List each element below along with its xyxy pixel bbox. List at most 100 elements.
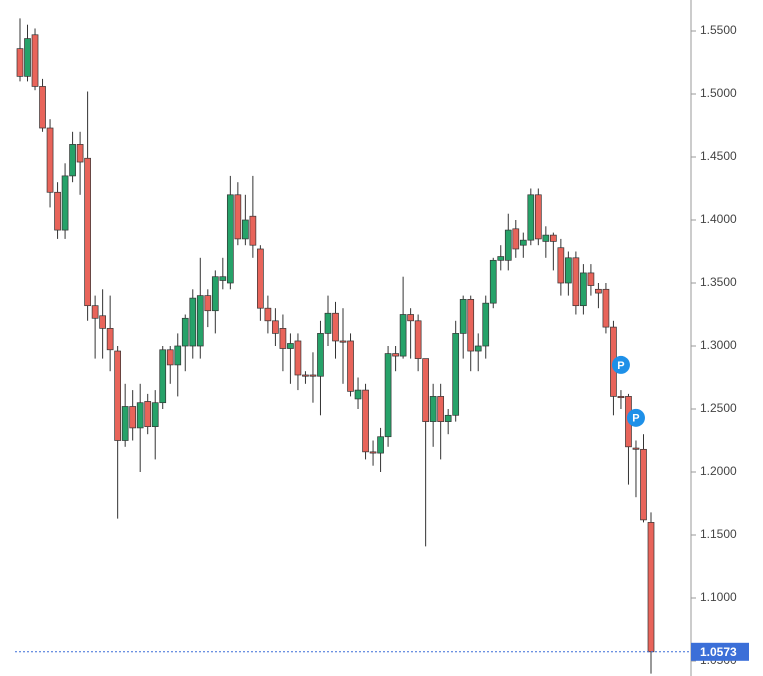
- y-tick-label: 1.2500: [700, 401, 737, 415]
- candle-body: [399, 314, 407, 357]
- candle-body: [31, 34, 39, 87]
- y-tick-label: 1.5500: [700, 23, 737, 37]
- candle-body: [384, 353, 392, 438]
- candle-body: [414, 320, 422, 359]
- candle-body: [632, 447, 640, 450]
- last-price-box: [691, 642, 749, 661]
- candle-body: [565, 257, 572, 284]
- candle-body: [242, 219, 249, 240]
- candle-body: [580, 272, 587, 307]
- annotation-label: P: [632, 413, 639, 425]
- candle-body: [339, 340, 347, 343]
- candle-body: [452, 333, 460, 416]
- candle-body: [437, 396, 445, 422]
- candle-body: [144, 401, 152, 427]
- candle-body: [264, 307, 272, 322]
- candle-body: [151, 402, 159, 427]
- candle-body: [640, 448, 647, 521]
- candle-body: [106, 328, 114, 351]
- last-price-label: 1.0573: [700, 645, 737, 659]
- candle-body: [347, 340, 354, 392]
- candle-body: [257, 248, 264, 309]
- candle-body: [294, 340, 302, 376]
- candle-body: [572, 257, 580, 307]
- candle-body: [46, 127, 54, 193]
- candle-body: [407, 314, 414, 322]
- candle-body: [204, 295, 212, 312]
- candle-body: [76, 144, 84, 163]
- y-tick-label: 1.4500: [700, 149, 737, 163]
- candle-body: [392, 353, 399, 357]
- candle-body: [362, 389, 369, 453]
- y-tick-label: 1.3500: [700, 275, 737, 289]
- candle-body: [489, 259, 497, 304]
- y-tick-label: 1.4000: [700, 212, 737, 226]
- annotation-label: P: [617, 360, 624, 372]
- candle-body: [369, 451, 377, 454]
- candle-body: [84, 157, 91, 307]
- y-tick-label: 1.2000: [700, 464, 737, 478]
- candle-body: [272, 320, 279, 334]
- candle-body: [354, 389, 362, 400]
- candle-body: [181, 317, 189, 347]
- candle-body: [429, 396, 437, 422]
- candle-body: [234, 194, 242, 240]
- y-tick-label: 1.1500: [700, 527, 737, 541]
- candle-body: [211, 276, 219, 312]
- candle-body: [69, 144, 76, 177]
- candle-body: [189, 297, 197, 347]
- candle-body: [444, 414, 452, 422]
- candle-body: [377, 436, 384, 454]
- candle-body: [226, 194, 234, 284]
- candle-body: [249, 215, 257, 246]
- candle-body: [474, 345, 482, 352]
- candle-body: [512, 228, 520, 250]
- candle-body: [39, 86, 46, 129]
- candle-body: [497, 256, 505, 261]
- candle-body: [595, 288, 602, 294]
- candle-body: [467, 299, 475, 352]
- candle-body: [534, 194, 542, 240]
- candle-body: [617, 396, 625, 399]
- candle-body: [287, 343, 294, 349]
- y-tick-label: 1.1000: [700, 590, 737, 604]
- candle-body: [129, 406, 137, 429]
- candle-body: [422, 358, 429, 422]
- candle-body: [647, 522, 655, 653]
- candle-body: [166, 349, 174, 366]
- candle-body: [121, 406, 129, 441]
- y-tick-label: 1.3000: [700, 338, 737, 352]
- candle-body: [602, 288, 610, 328]
- candle-body: [24, 38, 31, 77]
- candle-body: [16, 48, 24, 77]
- candle-body: [332, 312, 339, 342]
- candle-body: [136, 402, 144, 429]
- candle-body: [61, 175, 69, 231]
- candle-body: [557, 247, 565, 284]
- candle-body: [549, 234, 557, 242]
- candle-body: [587, 272, 595, 286]
- candle-body: [459, 299, 467, 334]
- candle-body: [91, 305, 99, 319]
- candle-body: [324, 312, 332, 334]
- candle-body: [196, 295, 204, 347]
- candle-body: [219, 276, 227, 281]
- candle-body: [542, 234, 550, 242]
- candle-body: [159, 349, 167, 404]
- annotation-marker: [626, 408, 645, 427]
- candle-body: [174, 345, 182, 366]
- candle-body: [302, 374, 309, 377]
- candle-body: [114, 350, 122, 441]
- candle-body: [279, 328, 287, 349]
- candle-body: [99, 315, 106, 329]
- annotation-marker: [611, 355, 630, 374]
- candle-body: [482, 302, 490, 347]
- candle-body: [309, 374, 317, 377]
- candle-body: [504, 229, 512, 261]
- candle-body: [527, 194, 535, 241]
- candle-body: [317, 333, 324, 377]
- y-tick-label: 1.5000: [700, 86, 737, 100]
- candle-body: [54, 191, 61, 231]
